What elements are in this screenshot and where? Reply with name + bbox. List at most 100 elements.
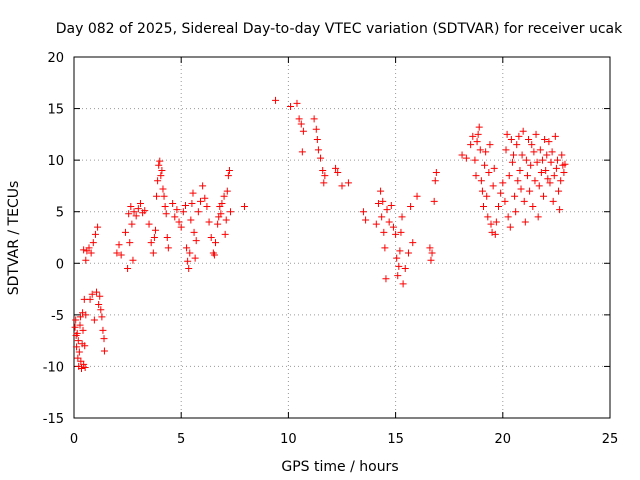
data-point <box>181 202 189 210</box>
data-point <box>484 213 492 221</box>
data-point <box>490 164 498 172</box>
data-point <box>127 203 135 211</box>
data-point <box>156 157 164 165</box>
data-point <box>534 213 542 221</box>
data-point <box>90 316 98 324</box>
data-point <box>93 288 101 296</box>
data-point <box>560 169 568 177</box>
data-point <box>520 197 528 205</box>
data-point <box>510 151 518 159</box>
data-point <box>427 256 435 264</box>
data-point <box>74 337 82 345</box>
data-point <box>471 156 479 164</box>
data-point <box>74 354 82 362</box>
data-point <box>240 203 248 211</box>
x-tick-label: 10 <box>280 432 297 447</box>
data-point <box>312 125 320 133</box>
data-point <box>171 213 179 221</box>
data-point <box>517 185 525 193</box>
data-point <box>134 205 142 213</box>
data-point <box>94 223 102 231</box>
data-point <box>507 136 515 144</box>
data-point <box>537 169 545 177</box>
data-point <box>523 172 531 180</box>
x-tick-label: 20 <box>495 432 512 447</box>
y-tick-label: 15 <box>47 103 64 118</box>
data-point <box>227 208 235 216</box>
data-point <box>553 156 561 164</box>
data-point <box>212 239 220 247</box>
data-point <box>426 244 434 252</box>
axis-ticks <box>73 56 611 419</box>
data-point <box>527 161 535 169</box>
y-tick-label: 0 <box>56 257 64 272</box>
data-point <box>313 136 321 144</box>
data-point <box>483 192 491 200</box>
data-point <box>293 99 301 107</box>
data-point <box>382 275 390 283</box>
data-point <box>179 208 187 216</box>
data-point <box>147 239 155 247</box>
data-point <box>136 199 144 207</box>
data-point <box>482 148 490 156</box>
data-point <box>394 272 402 280</box>
data-point <box>121 228 129 236</box>
data-point <box>89 239 97 247</box>
data-point <box>223 187 231 195</box>
plot-frame <box>73 56 611 419</box>
data-point <box>128 220 136 228</box>
data-point <box>183 244 191 252</box>
data-point <box>177 223 185 231</box>
data-point <box>126 239 134 247</box>
data-point <box>100 335 108 343</box>
data-point <box>544 175 552 183</box>
data-point <box>401 264 409 272</box>
data-point <box>514 177 522 185</box>
data-point <box>536 146 544 154</box>
data-point <box>515 132 523 140</box>
data-point <box>525 136 533 144</box>
data-point <box>489 182 497 190</box>
data-point <box>545 138 553 146</box>
data-point <box>132 212 140 220</box>
data-point <box>157 172 165 180</box>
data-point <box>549 197 557 205</box>
y-tick-label: 10 <box>47 154 64 169</box>
data-point <box>79 326 87 334</box>
data-point <box>526 187 534 195</box>
data-point <box>476 146 484 154</box>
x-tick-label: 5 <box>177 432 185 447</box>
data-point <box>225 166 233 174</box>
data-point <box>298 148 306 156</box>
data-point <box>501 197 509 205</box>
data-point <box>556 206 564 214</box>
data-point <box>320 179 328 187</box>
data-point <box>387 202 395 210</box>
data-point <box>541 136 549 144</box>
data-point <box>511 192 519 200</box>
data-point <box>548 148 556 156</box>
data-point <box>502 146 510 154</box>
data-point <box>214 220 222 228</box>
data-point <box>546 179 554 187</box>
data-point <box>130 208 138 216</box>
data-point <box>508 158 516 166</box>
data-point <box>540 192 548 200</box>
data-point <box>475 123 483 131</box>
data-point <box>379 197 387 205</box>
data-point <box>533 158 541 166</box>
data-point <box>149 249 157 257</box>
grid-lines <box>74 57 610 418</box>
data-point <box>344 179 352 187</box>
data-point <box>505 172 513 180</box>
data-point <box>399 280 407 288</box>
data-point <box>287 103 295 111</box>
data-point <box>319 166 327 174</box>
x-tick-label: 25 <box>602 432 619 447</box>
data-point <box>80 246 88 254</box>
data-point <box>395 262 403 270</box>
data-point <box>78 364 86 372</box>
data-point <box>185 264 193 272</box>
data-point <box>530 148 538 156</box>
data-point <box>82 256 90 264</box>
